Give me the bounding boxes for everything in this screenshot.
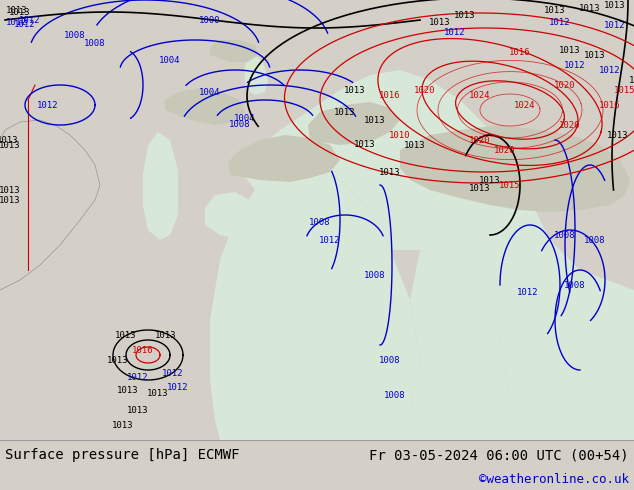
Text: 1008: 1008	[379, 356, 401, 365]
Text: 1013: 1013	[344, 85, 366, 95]
Text: 1004: 1004	[199, 88, 221, 97]
Text: 1013: 1013	[0, 136, 19, 145]
Polygon shape	[380, 250, 510, 440]
Text: 1008: 1008	[84, 39, 106, 48]
Text: 1012: 1012	[444, 27, 466, 36]
Text: 1012: 1012	[549, 18, 571, 26]
Polygon shape	[210, 40, 258, 62]
Text: ©weatheronline.co.uk: ©weatheronline.co.uk	[479, 472, 629, 486]
Text: 1013: 1013	[365, 116, 385, 124]
Text: 1000: 1000	[199, 16, 221, 24]
Text: 1013: 1013	[117, 386, 139, 394]
Text: 1013: 1013	[585, 50, 605, 59]
Text: 1008: 1008	[64, 30, 86, 40]
Text: 1008: 1008	[384, 391, 406, 399]
Text: 1013: 1013	[579, 3, 601, 13]
Text: 1013: 1013	[607, 130, 629, 140]
Text: 1020: 1020	[495, 146, 515, 154]
Text: 1013: 1013	[559, 46, 581, 54]
Text: 1013: 1013	[0, 196, 21, 204]
Text: 1013: 1013	[127, 406, 149, 415]
Text: 1013: 1013	[630, 75, 634, 84]
Text: 1008: 1008	[365, 270, 385, 279]
Text: 1013: 1013	[0, 141, 21, 149]
Text: 1020: 1020	[559, 121, 581, 129]
Text: 1008: 1008	[585, 236, 605, 245]
Text: 1016: 1016	[379, 91, 401, 99]
Text: 1013: 1013	[404, 141, 426, 149]
Text: 1004: 1004	[159, 55, 181, 65]
Text: 1012: 1012	[517, 288, 539, 296]
Text: 1013: 1013	[429, 18, 451, 26]
Text: 1012: 1012	[14, 20, 36, 28]
Text: 1020: 1020	[554, 80, 576, 90]
Polygon shape	[244, 55, 268, 95]
Text: 1013: 1013	[469, 183, 491, 193]
Polygon shape	[210, 170, 420, 440]
Text: 1012: 1012	[6, 18, 28, 26]
Text: 1010: 1010	[389, 130, 411, 140]
Text: 1013: 1013	[334, 107, 356, 117]
Text: 1013: 1013	[379, 168, 401, 176]
Text: 1012: 1012	[37, 100, 59, 109]
Text: 1013: 1013	[155, 330, 177, 340]
Text: Surface pressure [hPa] ECMWF: Surface pressure [hPa] ECMWF	[5, 448, 240, 462]
Text: 1013: 1013	[544, 5, 566, 15]
Text: 1015: 1015	[614, 85, 634, 95]
Text: 1024: 1024	[514, 100, 536, 109]
Text: 1013: 1013	[604, 0, 626, 9]
Text: 1020: 1020	[414, 85, 436, 95]
Polygon shape	[240, 70, 634, 440]
Text: 1013: 1013	[115, 330, 137, 340]
Text: 1015: 1015	[499, 180, 521, 190]
Polygon shape	[165, 88, 245, 125]
Text: 1012: 1012	[162, 368, 184, 377]
Text: 1013: 1013	[454, 10, 476, 20]
Text: 1012: 1012	[320, 236, 340, 245]
Polygon shape	[228, 135, 340, 182]
Polygon shape	[308, 102, 400, 145]
Text: 1016: 1016	[509, 48, 531, 56]
Text: 1013: 1013	[6, 5, 28, 15]
Text: 1012: 1012	[604, 21, 626, 29]
Text: 1008: 1008	[309, 218, 331, 226]
Text: 1016: 1016	[133, 345, 154, 354]
Text: 1024: 1024	[469, 91, 491, 99]
Text: 1016: 1016	[599, 100, 621, 109]
Text: 1020: 1020	[469, 136, 491, 145]
Text: 1013: 1013	[354, 140, 376, 148]
Text: 1013: 1013	[0, 186, 21, 195]
Text: 1004: 1004	[234, 114, 256, 122]
Text: 1013: 1013	[147, 389, 169, 397]
Text: 1013: 1013	[112, 420, 134, 430]
Text: 1012: 1012	[19, 16, 41, 24]
Polygon shape	[205, 192, 260, 240]
Text: 1013: 1013	[10, 7, 31, 17]
Polygon shape	[143, 132, 178, 240]
Text: Fr 03-05-2024 06:00 UTC (00+54): Fr 03-05-2024 06:00 UTC (00+54)	[369, 448, 629, 462]
Polygon shape	[240, 215, 285, 255]
Text: 1008: 1008	[554, 230, 576, 240]
Text: 1012: 1012	[167, 383, 189, 392]
Text: 1012: 1012	[599, 66, 621, 74]
Text: 1013: 1013	[107, 356, 129, 365]
Text: 1013: 1013	[479, 175, 501, 185]
Text: 1012: 1012	[564, 60, 586, 70]
Text: 1012: 1012	[127, 372, 149, 382]
Text: 1008: 1008	[564, 280, 586, 290]
Text: 1008: 1008	[230, 120, 251, 128]
Polygon shape	[400, 125, 630, 212]
